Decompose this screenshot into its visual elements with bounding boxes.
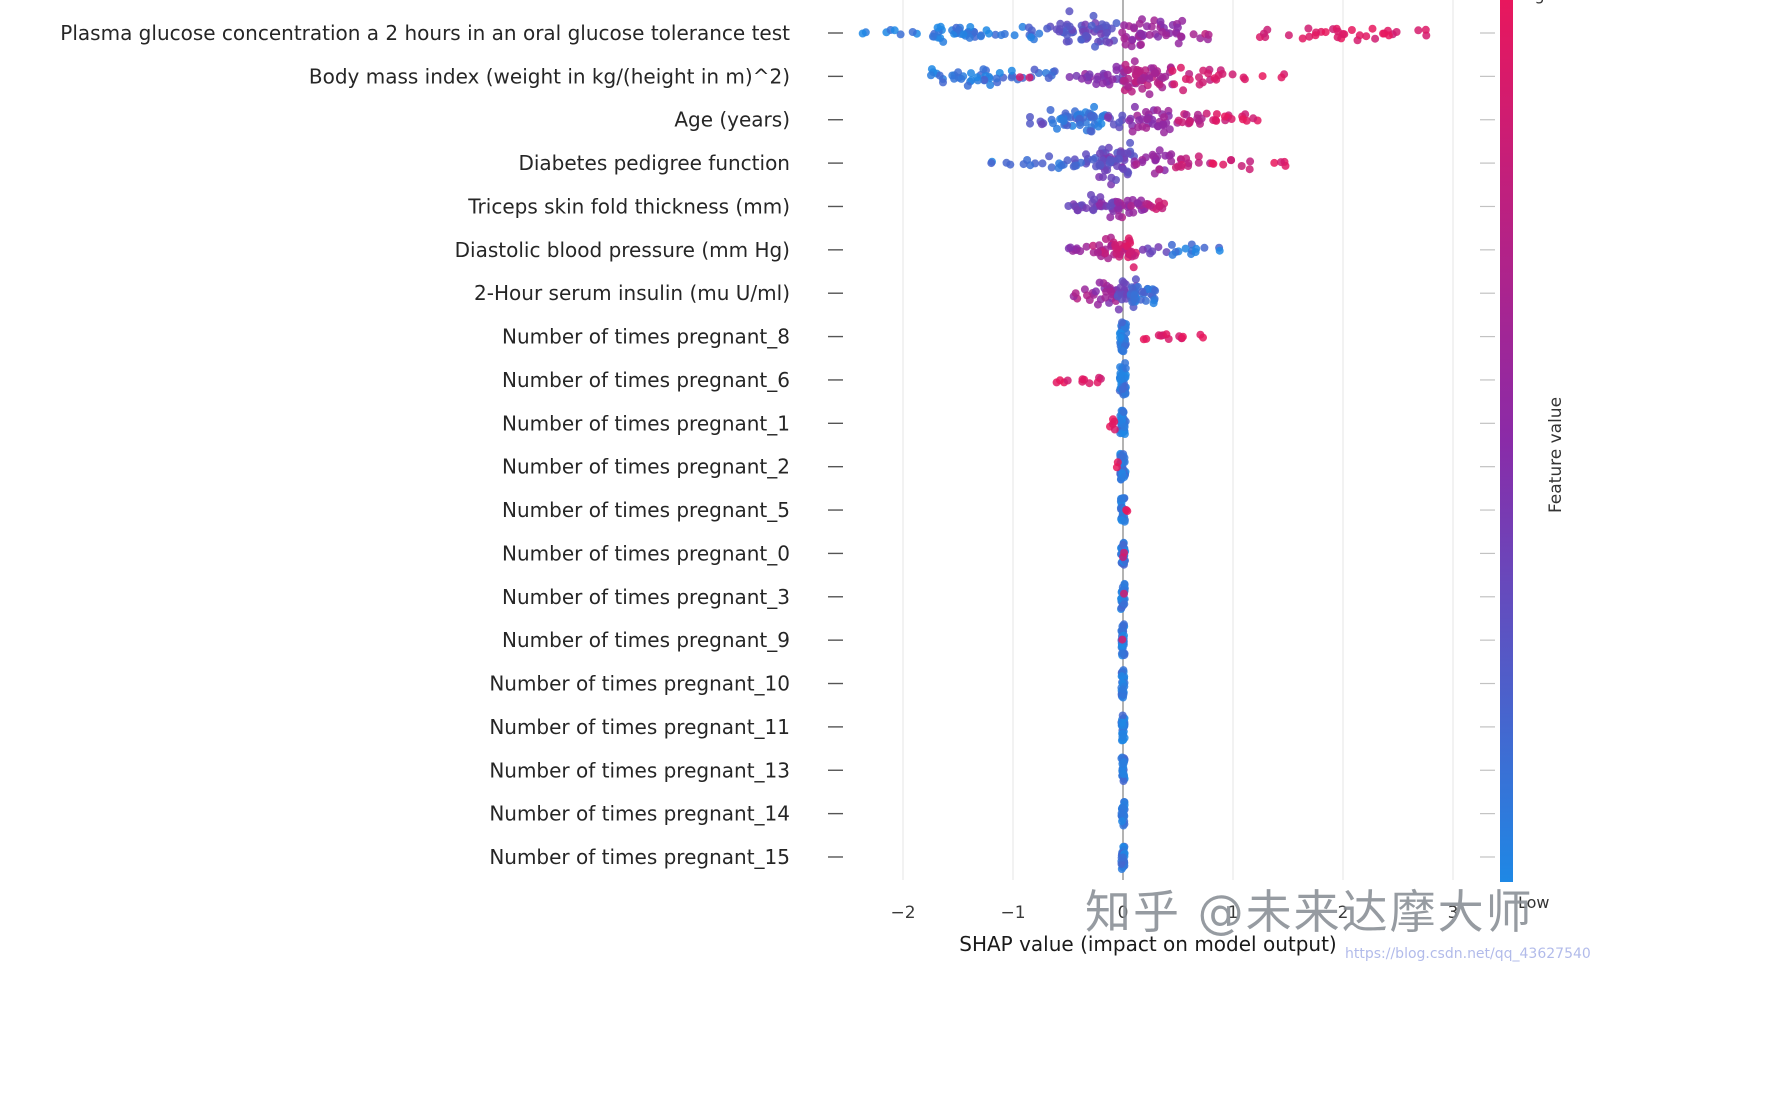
feature-row: Number of times pregnant_1	[502, 406, 1495, 438]
gridlines	[902, 0, 1454, 880]
feature-label: Number of times pregnant_2	[502, 455, 790, 479]
beeswarm-points	[1117, 666, 1129, 702]
beeswarm-points	[1026, 102, 1262, 137]
beeswarm-points	[1117, 579, 1129, 613]
feature-label: Age (years)	[674, 108, 790, 132]
beeswarm-points	[1117, 538, 1130, 569]
feature-label: Plasma glucose concentration a 2 hours i…	[60, 21, 790, 45]
x-tick-label: 0	[1118, 903, 1129, 923]
beeswarm-points	[1117, 753, 1129, 785]
x-tick-label: 2	[1338, 903, 1349, 923]
beeswarm-points	[987, 138, 1290, 189]
feature-row: Number of times pregnant_15	[489, 842, 1495, 873]
feature-label: Number of times pregnant_6	[502, 368, 790, 392]
feature-label: Body mass index (weight in kg/(height in…	[309, 64, 790, 88]
watermark-zhihu: 知乎 @未来达摩大师	[1085, 885, 1534, 939]
x-tick-labels: −2 −1 0 1 2 3	[890, 903, 1458, 923]
colorbar-high-label: High	[1518, 0, 1555, 4]
feature-label: Number of times pregnant_13	[489, 758, 790, 782]
beeswarm-points	[1117, 711, 1129, 745]
colorbar-title: Feature value	[1546, 396, 1566, 514]
feature-label: Number of times pregnant_15	[489, 845, 790, 869]
feature-label: Number of times pregnant_0	[502, 541, 790, 565]
feature-label: Diastolic blood pressure (mm Hg)	[455, 238, 790, 262]
feature-row: Number of times pregnant_3	[502, 579, 1495, 613]
feature-row: Number of times pregnant_14	[489, 798, 1495, 830]
feature-label: Number of times pregnant_11	[489, 715, 790, 739]
feature-row: Body mass index (weight in kg/(height in…	[309, 57, 1495, 99]
x-tick-label: 3	[1448, 903, 1459, 923]
feature-label: Number of times pregnant_9	[502, 628, 790, 652]
feature-row: Number of times pregnant_6	[502, 359, 1495, 399]
x-tick-label: −2	[890, 903, 915, 923]
beeswarm-points	[1069, 275, 1160, 314]
feature-row: Number of times pregnant_2	[502, 449, 1495, 484]
feature-label: Number of times pregnant_14	[489, 802, 790, 826]
feature-label: Number of times pregnant_3	[502, 585, 790, 609]
feature-row: Number of times pregnant_13	[489, 753, 1495, 785]
feature-label: Number of times pregnant_1	[502, 411, 790, 435]
beeswarm-points	[1106, 406, 1130, 438]
beeswarm-points	[927, 57, 1289, 99]
feature-label: Number of times pregnant_8	[502, 325, 790, 349]
beeswarm-points	[1117, 620, 1129, 660]
beeswarm-points	[1064, 191, 1169, 222]
feature-row: Number of times pregnant_0	[502, 538, 1495, 569]
beeswarm-points	[858, 7, 1431, 51]
beeswarm-points	[1116, 494, 1132, 526]
beeswarm-points	[1064, 233, 1224, 272]
feature-row: Number of times pregnant_9	[502, 620, 1495, 660]
colorbar-low-label: Low	[1518, 893, 1550, 912]
colorbar-gradient	[1500, 0, 1513, 882]
feature-row: Plasma glucose concentration a 2 hours i…	[60, 7, 1495, 51]
feature-row: Number of times pregnant_10	[489, 666, 1495, 702]
feature-row: Age (years)	[674, 102, 1495, 137]
beeswarm-points	[1117, 842, 1129, 873]
x-axis-title: SHAP value (impact on model output)	[959, 932, 1337, 956]
feature-row: 2-Hour serum insulin (mu U/ml)	[474, 275, 1495, 314]
feature-label: Number of times pregnant_5	[502, 498, 790, 522]
feature-row: Diabetes pedigree function	[518, 138, 1495, 189]
x-tick-label: −1	[1000, 903, 1025, 923]
feature-row: Number of times pregnant_8	[502, 318, 1495, 356]
beeswarm-points	[1117, 798, 1129, 830]
watermark-url: https://blog.csdn.net/qq_43627540	[1345, 946, 1591, 962]
beeswarm-points	[1115, 318, 1207, 356]
beeswarm-points	[1052, 359, 1130, 399]
feature-row: Number of times pregnant_11	[489, 711, 1495, 745]
feature-row: Diastolic blood pressure (mm Hg)	[455, 233, 1495, 272]
feature-row: Triceps skin fold thickness (mm)	[467, 191, 1495, 222]
x-tick-label: 1	[1228, 903, 1239, 923]
feature-label: Diabetes pedigree function	[518, 151, 790, 175]
feature-label: 2-Hour serum insulin (mu U/ml)	[474, 281, 790, 305]
feature-row: Number of times pregnant_5	[502, 494, 1495, 526]
feature-label: Triceps skin fold thickness (mm)	[467, 194, 790, 218]
beeswarm-points	[1112, 449, 1130, 484]
feature-label: Number of times pregnant_10	[489, 672, 790, 696]
